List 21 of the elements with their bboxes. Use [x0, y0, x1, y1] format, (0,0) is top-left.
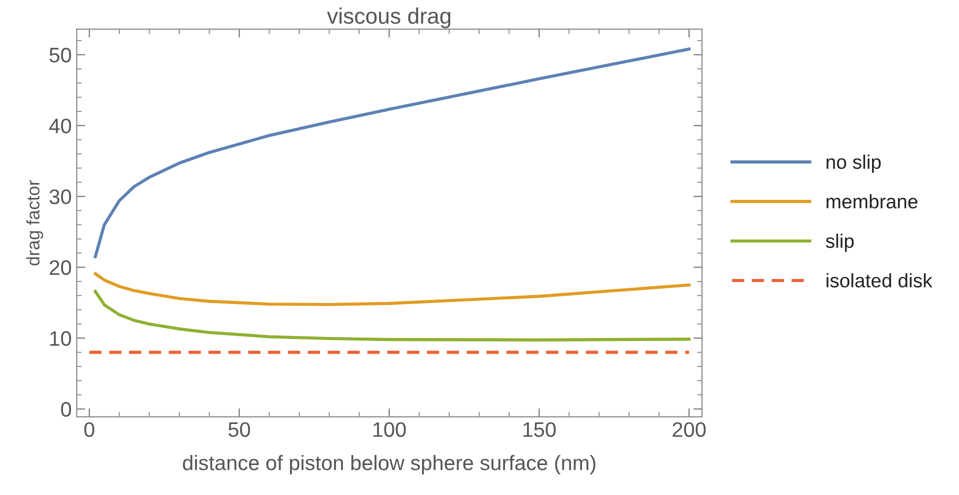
x-tick-label: 150 [523, 422, 556, 437]
line-series [94, 290, 691, 342]
line-series [94, 272, 691, 306]
y-axis-title: drag factor [26, 180, 44, 266]
x-axis-title: distance of piston below sphere surface (nm) [182, 454, 596, 474]
y-tick-label: 10 [50, 331, 72, 346]
x-tick-label: 100 [373, 422, 406, 437]
legend-label: membrane [826, 194, 918, 208]
chart-title: viscous drag [327, 8, 450, 28]
legend-label: isolated disk [826, 273, 932, 288]
x-tick-label: 200 [672, 422, 706, 437]
y-tick-label: 30 [49, 189, 72, 204]
x-tick-label: 0 [84, 422, 94, 437]
legend-label: no slip [826, 154, 881, 173]
line-series [94, 48, 691, 258]
y-tick-label: 20 [50, 260, 72, 276]
x-tick-label: 50 [228, 422, 250, 437]
legend-label: slip [826, 234, 854, 252]
y-tick-label: 40 [49, 118, 72, 134]
y-tick-label: 0 [61, 402, 72, 417]
y-tick-label: 50 [50, 48, 72, 62]
